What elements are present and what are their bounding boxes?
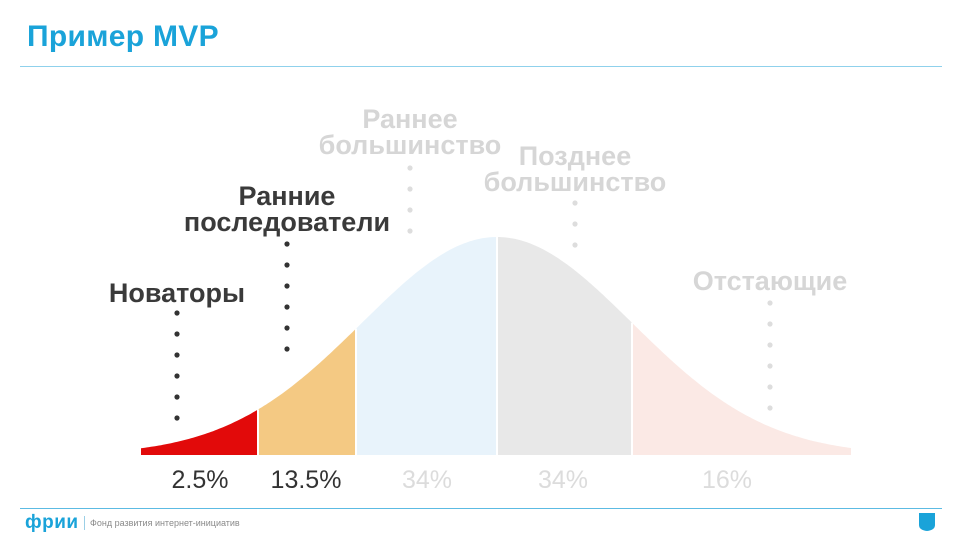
leader-dot [174, 310, 180, 316]
leader-dot [174, 373, 180, 379]
leader-dot [284, 241, 290, 247]
leader-dot [572, 200, 578, 206]
shield-icon [919, 513, 935, 531]
leader-dot [767, 342, 773, 348]
leader-dot [284, 262, 290, 268]
leader-dot [767, 405, 773, 411]
early-adopters-label-line1: Ранние [239, 181, 336, 211]
leader-dot [767, 363, 773, 369]
laggards-percent: 16% [702, 466, 752, 494]
leader-dot [174, 352, 180, 358]
leader-dot [407, 207, 413, 213]
innovators-percent: 2.5% [172, 466, 229, 494]
leader-dot [407, 228, 413, 234]
late-majority-label-line2: большинство [484, 167, 667, 197]
laggards-area [632, 322, 851, 455]
early-adopters-area [258, 328, 356, 455]
leader-dot [284, 325, 290, 331]
leader-dot [174, 394, 180, 400]
early-majority-label-line2: большинство [319, 130, 502, 160]
laggards-label: Отстающие [693, 266, 848, 296]
leader-dot [767, 321, 773, 327]
leader-dot [767, 300, 773, 306]
leader-dot [767, 384, 773, 390]
early-majority-label-line1: Раннее [362, 104, 457, 134]
early-adopters-label-line2: последователи [184, 207, 390, 237]
adoption-curve-diagram: Новаторы Ранние последователи Раннее бол… [109, 104, 851, 494]
innovators-label: Новаторы [109, 278, 245, 308]
leader-dot [572, 242, 578, 248]
footer-tagline: Фонд развития интернет-инициатив [90, 518, 240, 528]
footer-divider [20, 508, 942, 509]
logo-separator [84, 516, 85, 530]
page-title: Пример MVP [27, 20, 219, 53]
leader-dot [572, 221, 578, 227]
leader-dot [174, 331, 180, 337]
leader-dot [284, 346, 290, 352]
late-majority-area [497, 237, 632, 455]
fund-logo: фрии [25, 512, 79, 533]
leader-dot [174, 415, 180, 421]
early-adopters-percent: 13.5% [271, 466, 342, 494]
leader-dot [284, 304, 290, 310]
innovators-area [141, 409, 258, 455]
leader-dot [407, 165, 413, 171]
leader-dot [284, 283, 290, 289]
late-majority-label-line1: Позднее [519, 141, 631, 171]
early-majority-percent: 34% [402, 466, 452, 494]
early-majority-area [356, 237, 497, 455]
leader-dot [407, 186, 413, 192]
late-majority-percent: 34% [538, 466, 588, 494]
title-divider [20, 66, 942, 67]
